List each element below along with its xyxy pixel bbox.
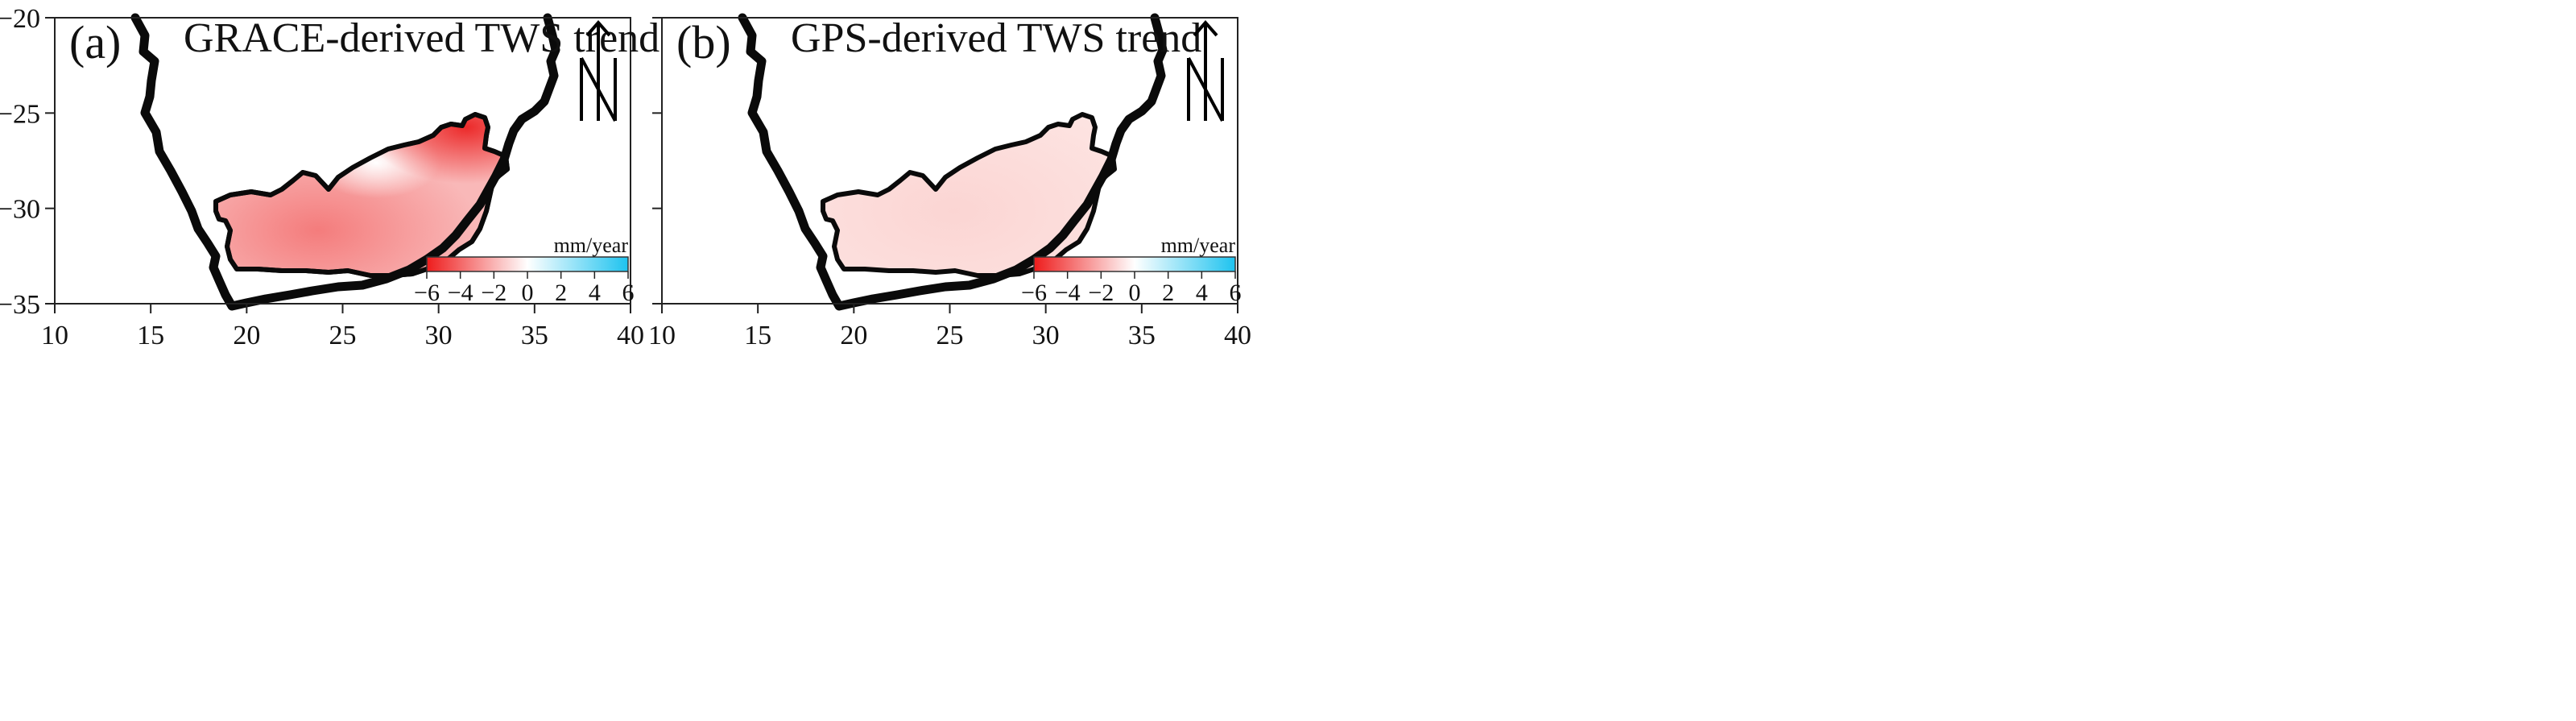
colorbar-unit: mm/year	[554, 234, 629, 257]
x-tick-label: 10	[41, 321, 68, 350]
colorbar-tick-label: 2	[1162, 280, 1174, 306]
y-tick-label: −35	[0, 290, 40, 320]
colorbar-tick-label: 6	[1230, 280, 1242, 306]
x-tick-label: 15	[137, 321, 164, 350]
colorbar-tick-label: 4	[589, 280, 601, 306]
colorbar-tick-label: −4	[448, 280, 473, 306]
panel-title: GRACE-derived TWS trend	[184, 15, 660, 61]
colorbar-tick-label: −6	[414, 280, 440, 306]
colorbar-tick-label: 0	[1129, 280, 1141, 306]
map-panel: 10 15 20 25 30 35 40(b) GPS-derived TWS trendmm…	[648, 15, 1251, 350]
x-tick-label: 15	[744, 321, 771, 350]
colorbar-tick-label: 6	[622, 280, 635, 306]
panel-letter: (a)	[69, 16, 121, 68]
colorbar-tick-label: 0	[522, 280, 534, 306]
x-tick-label: 40	[617, 321, 644, 350]
x-tick-label: 20	[233, 321, 260, 350]
colorbar-ramp	[1033, 256, 1236, 272]
y-tick-label: −20	[0, 4, 40, 34]
x-tick-label: 25	[937, 321, 964, 350]
y-tick-label: −30	[0, 195, 40, 225]
panel-letter: (b)	[676, 16, 731, 68]
colorbar: mm/year −6 −4 −2 0 2 4 6	[1021, 234, 1241, 306]
x-tick-label: 35	[521, 321, 548, 350]
colorbar-ramp	[426, 256, 629, 272]
colorbar-tick-label: −2	[1088, 280, 1114, 306]
colorbar-tick-label: 4	[1196, 280, 1208, 306]
colorbar-tick-label: −4	[1055, 280, 1081, 306]
x-tick-label: 40	[1224, 321, 1251, 350]
x-tick-label: 30	[1032, 321, 1060, 350]
x-tick-label: 25	[329, 321, 357, 350]
x-tick-label: 10	[648, 321, 676, 350]
panel-title: GPS-derived TWS trend	[791, 15, 1201, 61]
x-tick-label: 30	[425, 321, 453, 350]
colorbar-tick-label: 2	[555, 280, 567, 306]
x-tick-label: 35	[1128, 321, 1156, 350]
colorbar-unit: mm/year	[1161, 234, 1236, 257]
y-tick-label: −25	[0, 99, 40, 129]
colorbar: mm/year −6 −4 −2 0 2 4 6	[414, 234, 634, 306]
colorbar-tick-label: −2	[481, 280, 507, 306]
colorbar-tick-label: −6	[1021, 280, 1047, 306]
map-panel: 10 15 20 25 30 35 40−20−25−30−35(a) GRACE-deriv…	[0, 4, 660, 350]
x-tick-label: 20	[840, 321, 867, 350]
river-basin	[823, 114, 1114, 276]
river-basin	[216, 114, 507, 276]
